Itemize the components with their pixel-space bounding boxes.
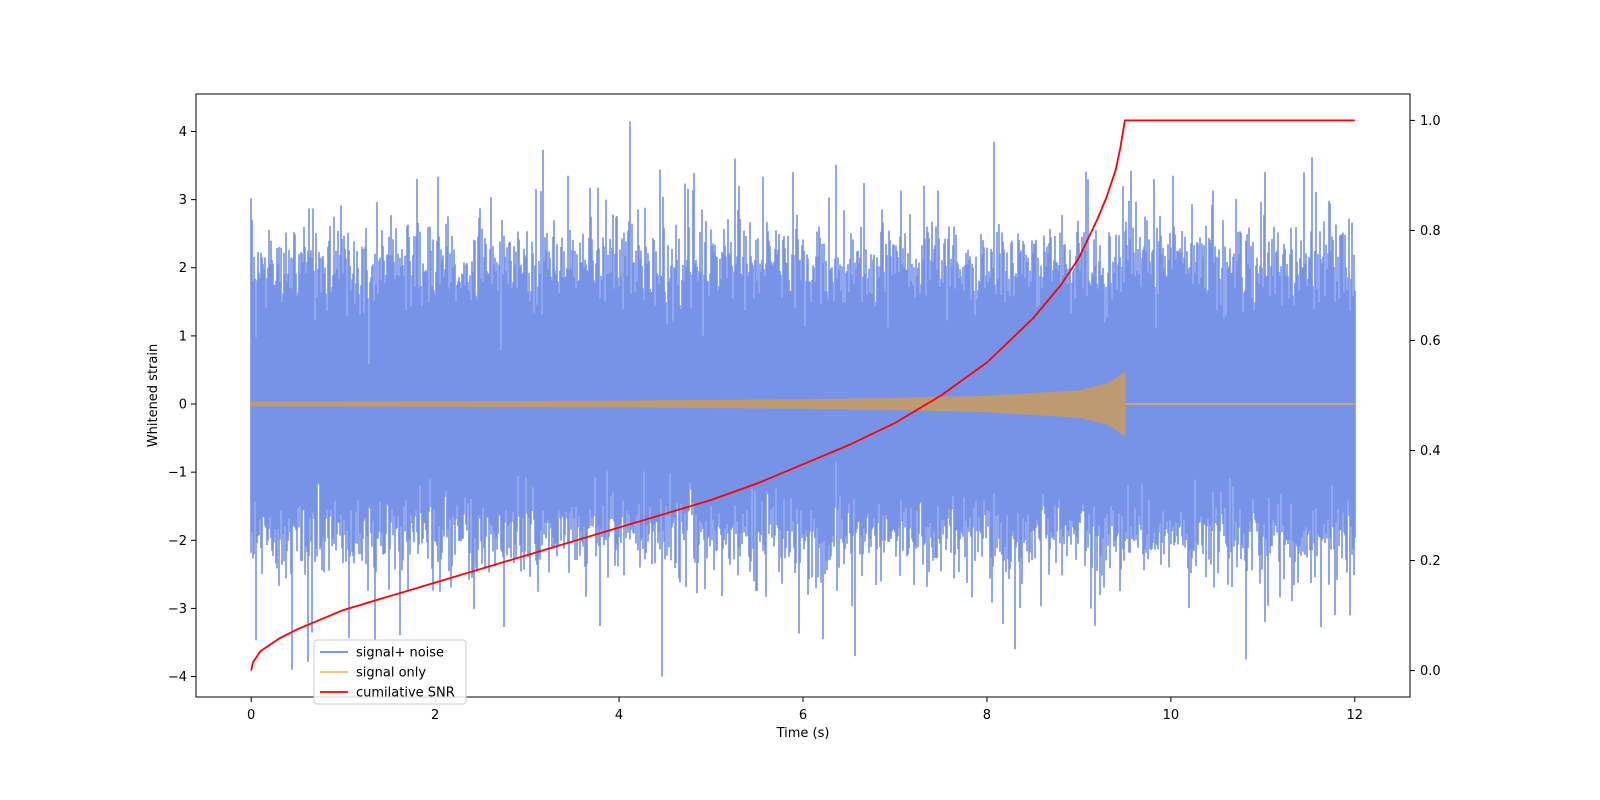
legend-box <box>313 639 467 705</box>
y-tick-label: −4 <box>168 670 187 685</box>
y-tick-label: 3 <box>179 193 187 208</box>
x-tick-label: 6 <box>799 708 807 723</box>
y-axis-label: Whitened strain <box>146 344 161 447</box>
x-tick-label: 2 <box>431 708 439 723</box>
x-tick-label: 12 <box>1347 708 1364 723</box>
legend-label: cumilative SNR <box>356 686 455 701</box>
y-tick-label: 4 <box>179 125 187 140</box>
x-axis-label: Time (s) <box>776 726 830 741</box>
y2-tick-label: 0.2 <box>1420 554 1441 569</box>
legend: signal+ noise signal only cumilative SNR <box>313 639 467 705</box>
y-tick-label: −2 <box>168 534 187 549</box>
y-tick-label: 1 <box>179 329 187 344</box>
legend-label: signal+ noise <box>356 646 444 661</box>
axes: 0 2 4 6 8 10 12−4−3−2−1012340.00.20.40.60.81.0… <box>146 93 1441 741</box>
x-tick-label: 0 <box>247 708 255 723</box>
y2-tick-label: 0.0 <box>1420 664 1441 679</box>
y2-tick-label: 0.6 <box>1420 334 1441 349</box>
y-tick-label: 0 <box>179 398 187 413</box>
x-tick-label: 8 <box>983 708 991 723</box>
legend-label: signal only <box>356 666 426 681</box>
plot-area <box>250 119 1356 677</box>
y-tick-label: 2 <box>179 261 187 276</box>
y2-tick-label: 1.0 <box>1420 114 1441 129</box>
y-tick-label: −1 <box>168 466 187 481</box>
y2-tick-label: 0.8 <box>1420 224 1441 239</box>
x-tick-label: 10 <box>1163 708 1180 723</box>
series-signal-only-line <box>250 371 1126 437</box>
x-tick-label: 4 <box>615 708 623 723</box>
y2-tick-label: 0.4 <box>1420 444 1441 459</box>
series-cumulative-snr-line <box>250 119 1355 671</box>
y-tick-label: −3 <box>168 602 187 617</box>
